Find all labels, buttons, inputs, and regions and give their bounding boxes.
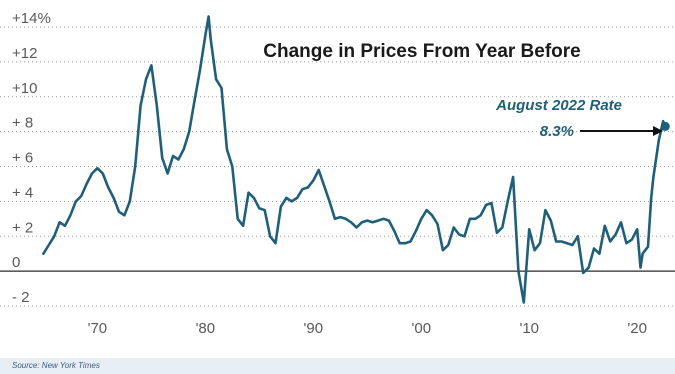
latest-data-point xyxy=(660,121,670,131)
y-tick-label: + 6 xyxy=(12,150,33,167)
y-tick-label: + 8 xyxy=(12,115,33,132)
y-tick-label: +10 xyxy=(12,80,37,97)
plot-background xyxy=(0,0,675,358)
y-tick-label: +12 xyxy=(12,45,37,62)
x-tick-label: '00 xyxy=(411,320,431,337)
x-tick-label: '70 xyxy=(88,320,108,337)
y-tick-label: + 2 xyxy=(12,219,33,236)
y-tick-label: +14% xyxy=(12,10,51,27)
annotation-value: 8.3% xyxy=(540,123,574,140)
x-tick-label: '20 xyxy=(627,320,647,337)
y-tick-label: + 4 xyxy=(12,184,33,201)
x-tick-label: '80 xyxy=(196,320,216,337)
x-tick-label: '90 xyxy=(304,320,324,337)
gridlines xyxy=(0,26,675,307)
annotation-arrowhead xyxy=(653,126,663,136)
source-text: Source: New York Times xyxy=(12,361,100,370)
x-tick-label: '10 xyxy=(519,320,539,337)
x-axis-labels: '70 '80 '90 '00 '10 '20 xyxy=(88,320,647,337)
y-axis-labels: +14% +12 +10 + 8 + 6 + 4 + 2 0 - 2 xyxy=(12,10,51,306)
chart: +14%+12+10+ 8+ 6+ 4+ 20- 2 '70'80'90'00 '… xyxy=(0,0,675,358)
chart-title: Change in Prices From Year Before xyxy=(263,41,581,62)
cpi-series-line xyxy=(42,15,667,304)
annotation-label: August 2022 Rate xyxy=(495,97,622,114)
source-bar: Source: New York Times xyxy=(0,358,675,374)
y-tick-label: 0 xyxy=(12,254,20,271)
y-tick-label: - 2 xyxy=(12,289,30,306)
